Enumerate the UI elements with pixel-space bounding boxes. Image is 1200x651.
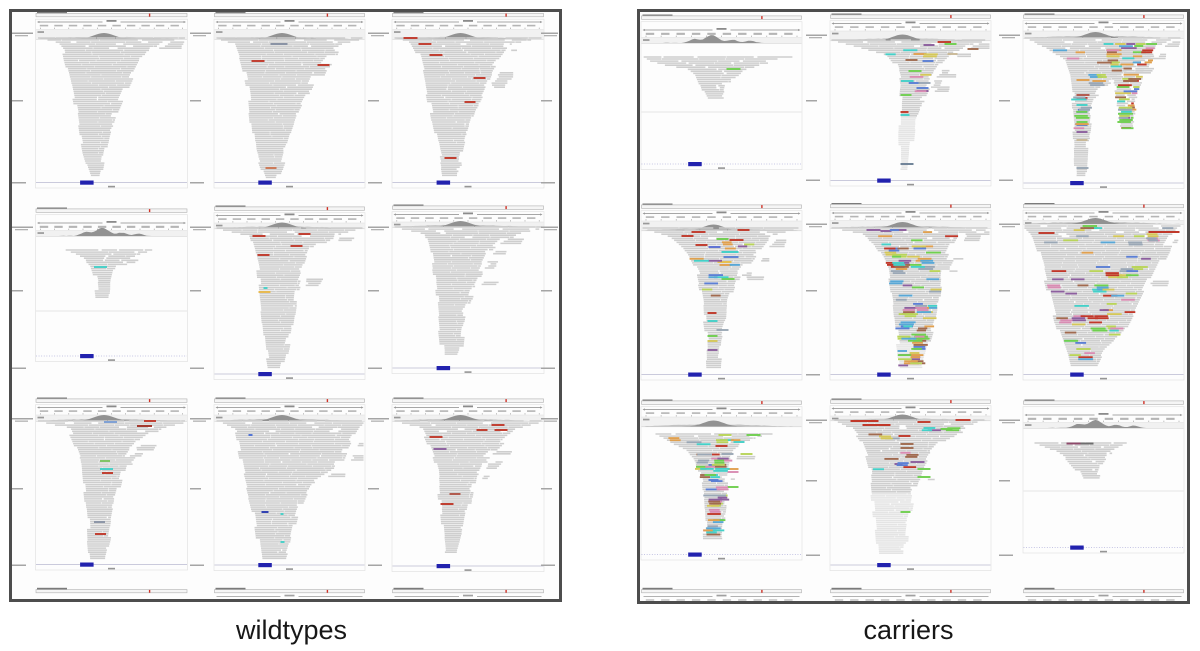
svg-text:carriers: carriers [863, 615, 953, 645]
svg-text:wildtypes: wildtypes [235, 615, 347, 645]
